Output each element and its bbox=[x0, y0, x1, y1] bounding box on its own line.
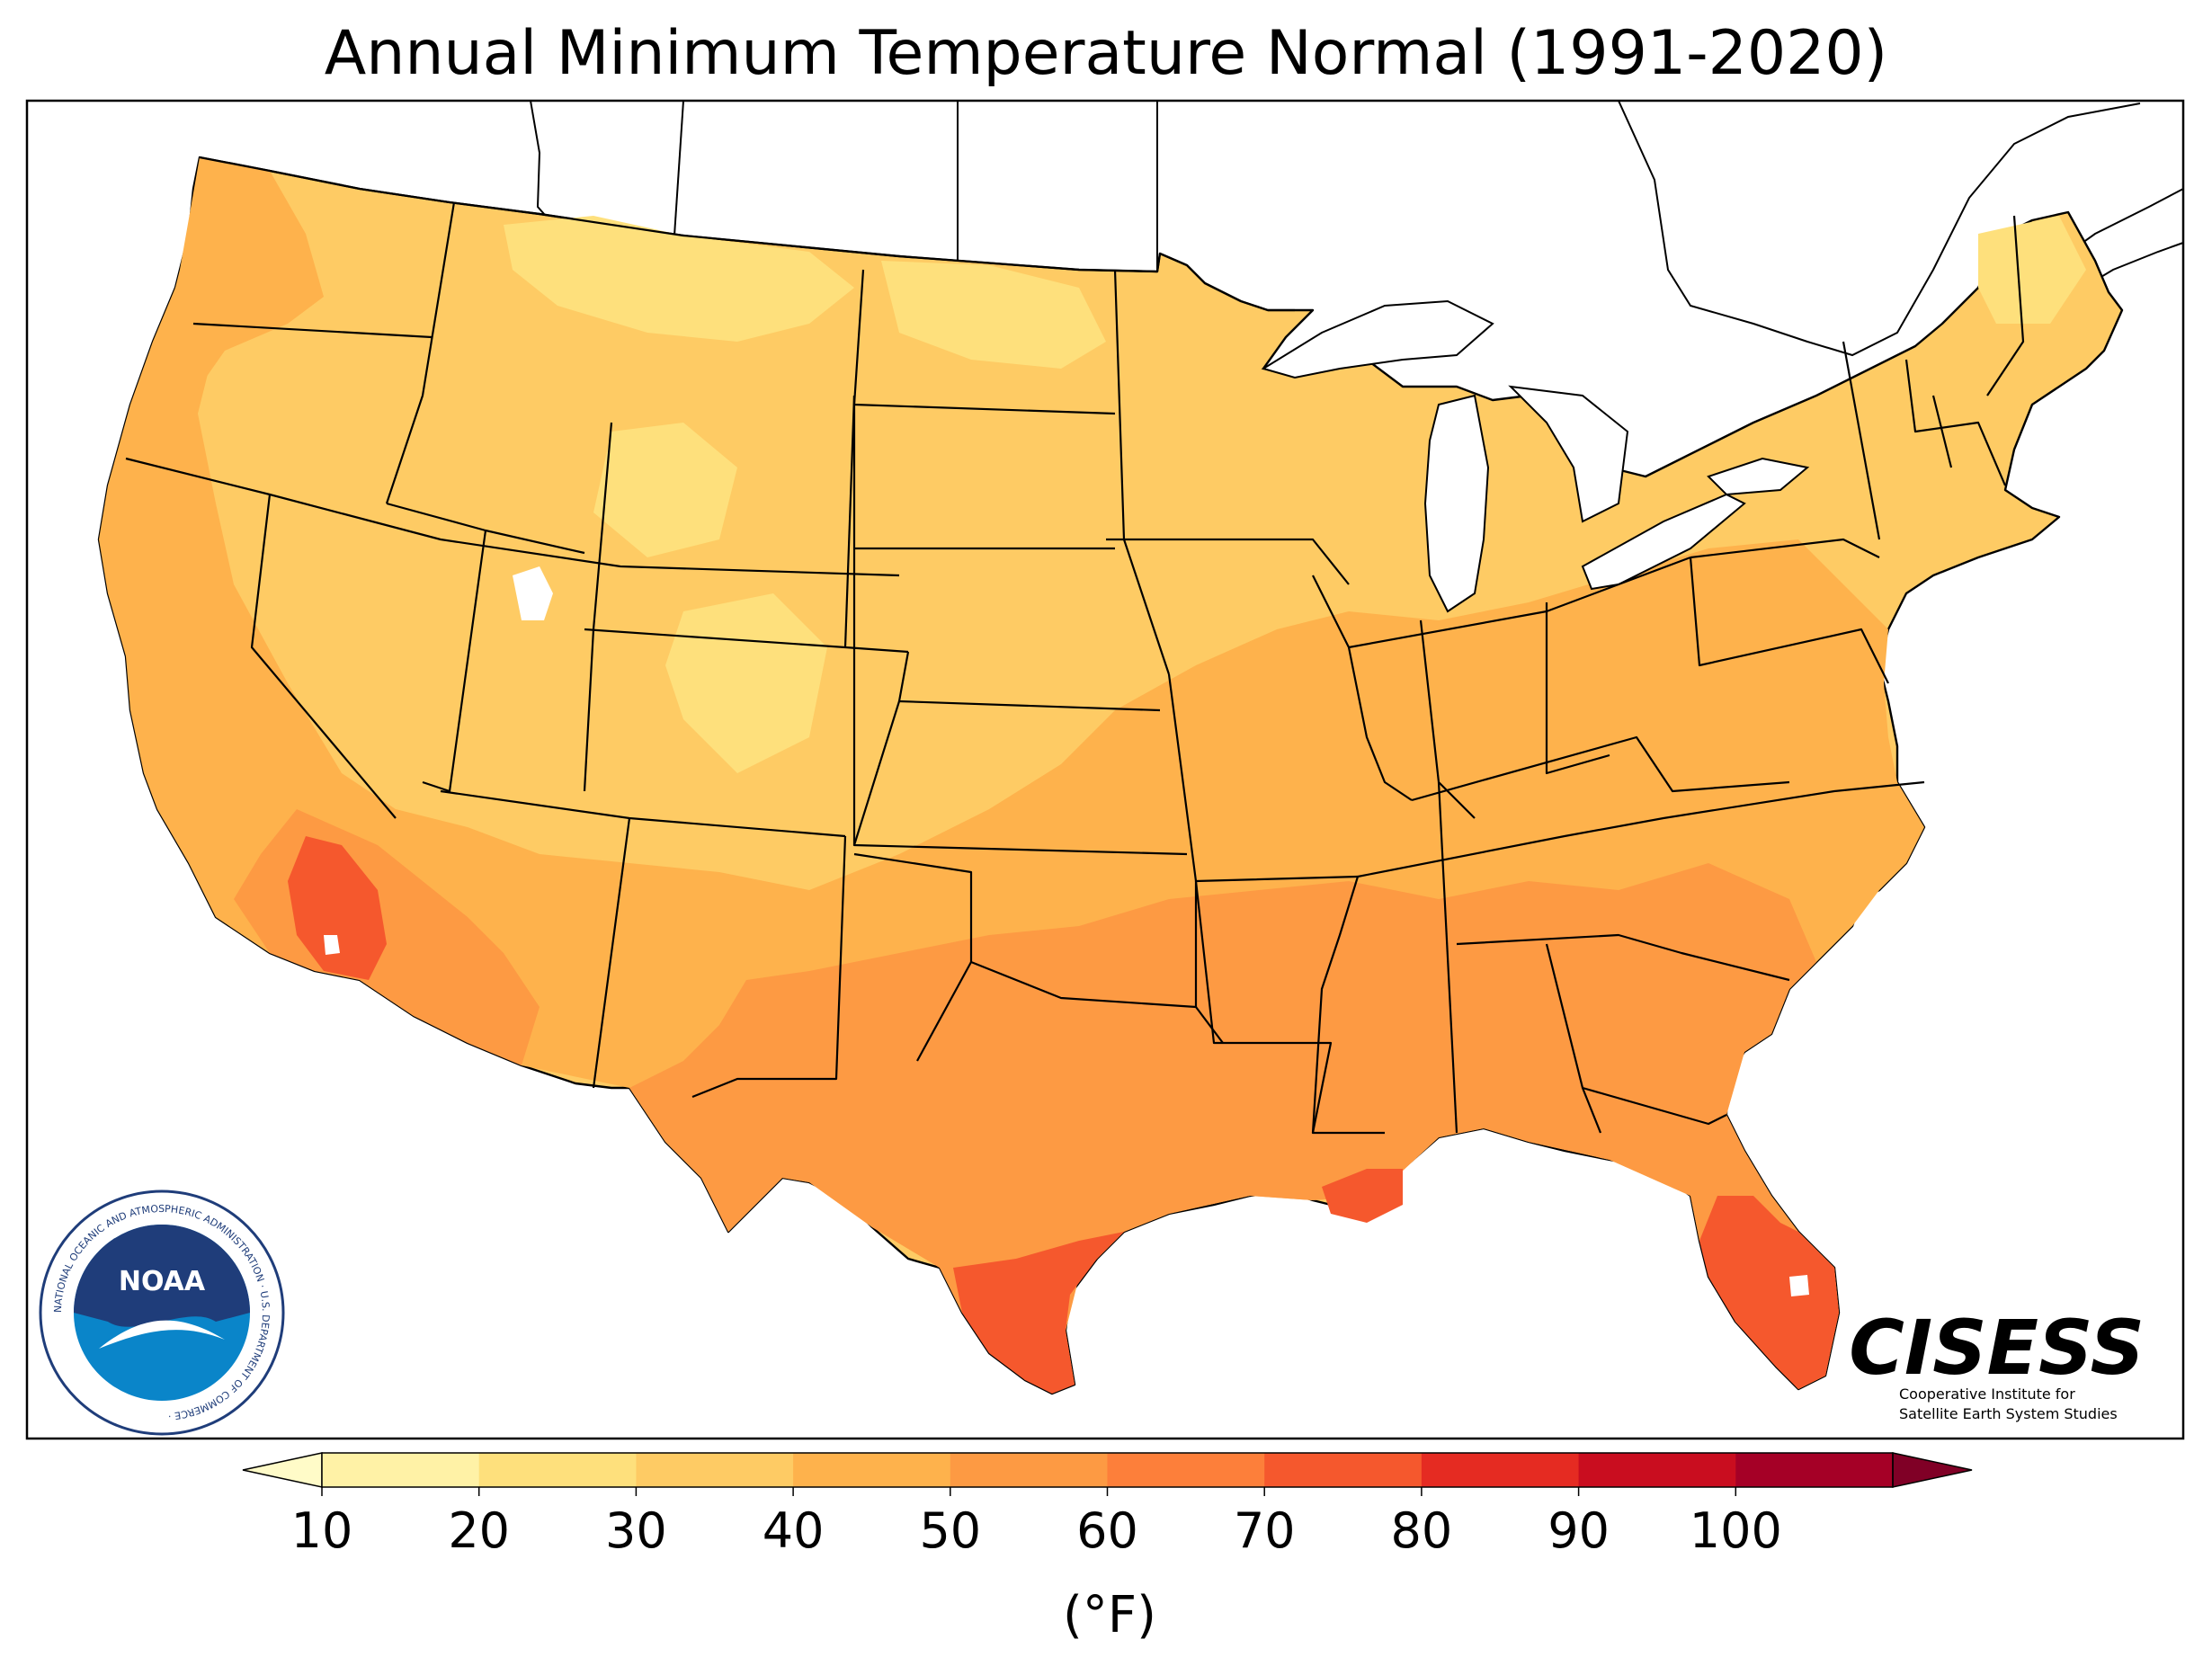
colorbar-bin bbox=[1264, 1453, 1423, 1487]
noaa-bird-icon bbox=[99, 1320, 225, 1349]
zone-60-70-louisiana bbox=[1322, 1169, 1403, 1223]
map-panel: NATIONAL OCEANIC AND ATMOSPHERIC ADMINIS… bbox=[25, 99, 2185, 1440]
noaa-logo: NATIONAL OCEANIC AND ATMOSPHERIC ADMINIS… bbox=[39, 1189, 285, 1436]
water-bodies bbox=[324, 299, 1810, 1296]
lake-superior bbox=[1261, 299, 1494, 379]
colorbar-bin bbox=[950, 1453, 1108, 1487]
colorbar-over-arrow bbox=[1892, 1452, 1973, 1488]
lake-michigan bbox=[1423, 394, 1490, 613]
colorbar-bin bbox=[1421, 1453, 1580, 1487]
colorbar: 10 20 30 40 50 60 70 80 90 100 bbox=[242, 1452, 1973, 1559]
colorbar-tick-label: 90 bbox=[1548, 1502, 1610, 1559]
colorbar-tick-label: 100 bbox=[1690, 1502, 1782, 1559]
zone-60-70-florida bbox=[1699, 1196, 1839, 1389]
zone-60-70-texas bbox=[953, 1232, 1124, 1394]
state-boundaries bbox=[125, 156, 2025, 1135]
zone-40-50-coast bbox=[157, 157, 324, 450]
colorbar-tick-label: 60 bbox=[1076, 1502, 1138, 1559]
colorbar-bin bbox=[478, 1453, 637, 1487]
zone-50-60 bbox=[629, 863, 1839, 1389]
colorbar-tick-label: 50 bbox=[919, 1502, 981, 1559]
cisess-line1: Cooperative Institute for bbox=[1899, 1385, 2075, 1403]
colorbar-bin bbox=[1107, 1453, 1265, 1487]
lake-ontario bbox=[1707, 457, 1810, 496]
salton-sea bbox=[324, 935, 340, 955]
cisess-line2: Satellite Earth System Studies bbox=[1899, 1405, 2118, 1422]
lake-erie bbox=[1581, 493, 1746, 591]
colorbar-tick-label: 20 bbox=[448, 1502, 510, 1559]
colorbar-tick-label: 70 bbox=[1234, 1502, 1296, 1559]
great-salt-lake bbox=[513, 566, 553, 620]
lake-okeechobee bbox=[1789, 1275, 1809, 1296]
colorbar-under-arrow bbox=[242, 1452, 323, 1488]
colorbar-bin bbox=[1578, 1453, 1736, 1487]
colorbar-tick-label: 40 bbox=[763, 1502, 825, 1559]
colorbar-bin bbox=[636, 1453, 794, 1487]
colorbar-bin bbox=[1735, 1453, 1894, 1487]
colorbar-tick-label: 10 bbox=[291, 1502, 353, 1559]
colorbar-bin bbox=[322, 1453, 480, 1487]
colorbar-tick-label: 80 bbox=[1391, 1502, 1453, 1559]
colorbar-bin bbox=[793, 1453, 951, 1487]
colorbar-unit-label: (°F) bbox=[1063, 1586, 1156, 1644]
noaa-wordmark: NOAA bbox=[119, 1266, 206, 1297]
colorbar-tick-label: 30 bbox=[605, 1502, 667, 1559]
cisess-logo: CISESS Cooperative Institute for Satelli… bbox=[1849, 1304, 2145, 1422]
lake-huron bbox=[1508, 385, 1629, 523]
cisess-wordmark: CISESS bbox=[1849, 1304, 2145, 1392]
map-title: Annual Minimum Temperature Normal (1991-… bbox=[325, 18, 1887, 89]
noaa-sky bbox=[74, 1225, 250, 1327]
zone-60-70-socal bbox=[288, 836, 387, 980]
